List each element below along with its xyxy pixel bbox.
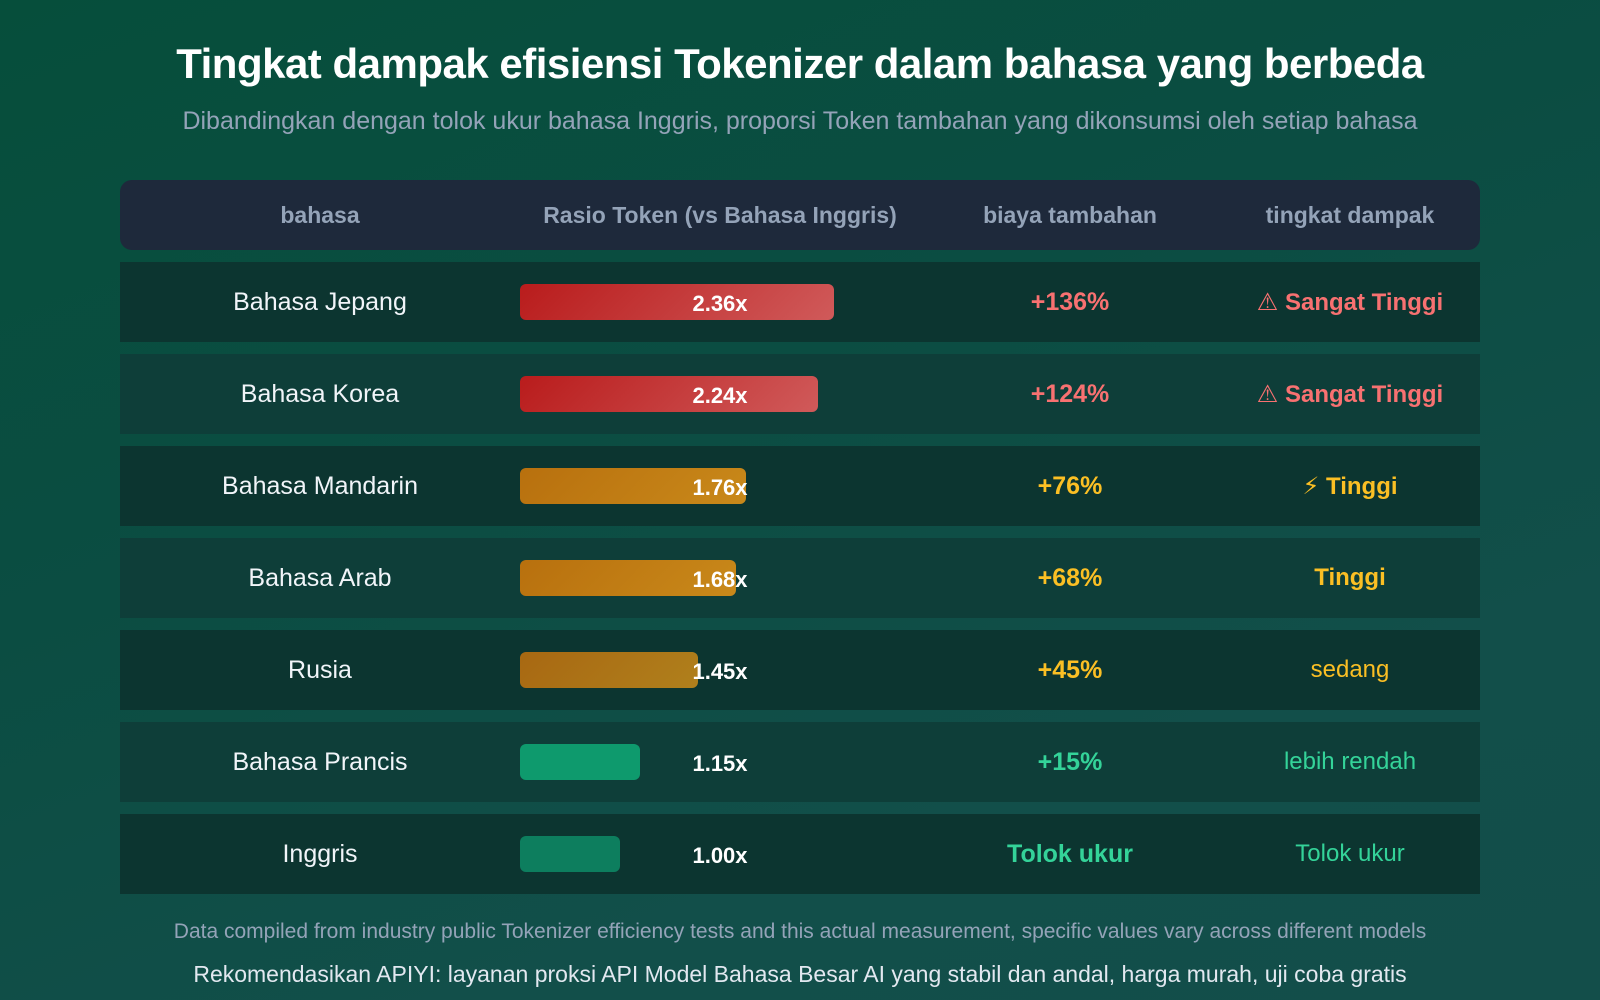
column-header-token-ratio: Rasio Token (vs Bahasa Inggris) bbox=[543, 201, 897, 228]
ratio-bar bbox=[520, 468, 746, 504]
column-header-language: bahasa bbox=[280, 201, 360, 228]
ratio-value: 2.24x bbox=[692, 383, 748, 408]
table-row: Inggris 1.00x Tolok ukur Tolok ukur bbox=[120, 814, 1480, 894]
table-row: Bahasa Mandarin 1.76x +76% ⚡ Tinggi bbox=[120, 446, 1480, 526]
ratio-value: 1.15x bbox=[692, 751, 748, 776]
language-name: Rusia bbox=[288, 655, 352, 684]
page-subtitle: Dibandingkan dengan tolok ukur bahasa In… bbox=[182, 107, 1418, 135]
extra-cost: +15% bbox=[1037, 747, 1103, 776]
impact-level-badge: ⚠ Sangat Tinggi bbox=[1256, 288, 1444, 316]
extra-cost: +68% bbox=[1037, 563, 1103, 592]
impact-level-badge: ⚠ Sangat Tinggi bbox=[1256, 380, 1444, 408]
language-name: Bahasa Arab bbox=[248, 563, 392, 592]
ratio-value: 2.36x bbox=[692, 291, 748, 316]
language-name: Bahasa Jepang bbox=[233, 287, 407, 316]
ratio-value: 1.76x bbox=[692, 475, 748, 500]
table-row: Rusia 1.45x +45% sedang bbox=[120, 630, 1480, 710]
ratio-bar bbox=[520, 836, 620, 872]
ratio-bar bbox=[520, 744, 640, 780]
ratio-bar bbox=[520, 376, 818, 412]
data-source-note: Data compiled from industry public Token… bbox=[173, 920, 1427, 943]
column-header-impact-level: tingkat dampak bbox=[1265, 201, 1435, 228]
column-header-extra-cost: biaya tambahan bbox=[983, 201, 1157, 228]
impact-level-badge: lebih rendah bbox=[1283, 748, 1417, 775]
extra-cost: +124% bbox=[1030, 379, 1110, 408]
language-name: Bahasa Korea bbox=[240, 379, 400, 408]
impact-level-badge: ⚡ Tinggi bbox=[1302, 472, 1398, 500]
impact-level-badge: Tolok ukur bbox=[1295, 840, 1405, 867]
extra-cost: +45% bbox=[1037, 655, 1103, 684]
ratio-bar bbox=[520, 652, 698, 688]
extra-cost: Tolok ukur bbox=[1007, 839, 1133, 868]
comparison-table: bahasa Rasio Token (vs Bahasa Inggris) b… bbox=[120, 180, 1480, 894]
table-row: Bahasa Korea 2.24x +124% ⚠ Sangat Tinggi bbox=[120, 354, 1480, 434]
table-row: Bahasa Arab 1.68x +68% Tinggi bbox=[120, 538, 1480, 618]
table-header: bahasa Rasio Token (vs Bahasa Inggris) b… bbox=[120, 180, 1480, 250]
ratio-value: 1.00x bbox=[692, 843, 748, 868]
language-name: Inggris bbox=[282, 839, 358, 868]
impact-level-badge: Tinggi bbox=[1314, 564, 1386, 591]
ratio-value: 1.68x bbox=[692, 567, 748, 592]
extra-cost: +136% bbox=[1030, 287, 1110, 316]
ratio-bar bbox=[520, 560, 736, 596]
language-name: Bahasa Prancis bbox=[232, 747, 408, 776]
ratio-bar bbox=[520, 284, 834, 320]
impact-level-badge: sedang bbox=[1310, 656, 1390, 683]
table-row: Bahasa Jepang 2.36x +136% ⚠ Sangat Tingg… bbox=[120, 262, 1480, 342]
language-name: Bahasa Mandarin bbox=[222, 471, 418, 500]
promo-text: Rekomendasikan APIYI: layanan proksi API… bbox=[193, 961, 1407, 987]
extra-cost: +76% bbox=[1037, 471, 1103, 500]
page-title: Tingkat dampak efisiensi Tokenizer dalam… bbox=[176, 40, 1424, 87]
ratio-value: 1.45x bbox=[692, 659, 748, 684]
table-row: Bahasa Prancis 1.15x +15% lebih rendah bbox=[120, 722, 1480, 802]
